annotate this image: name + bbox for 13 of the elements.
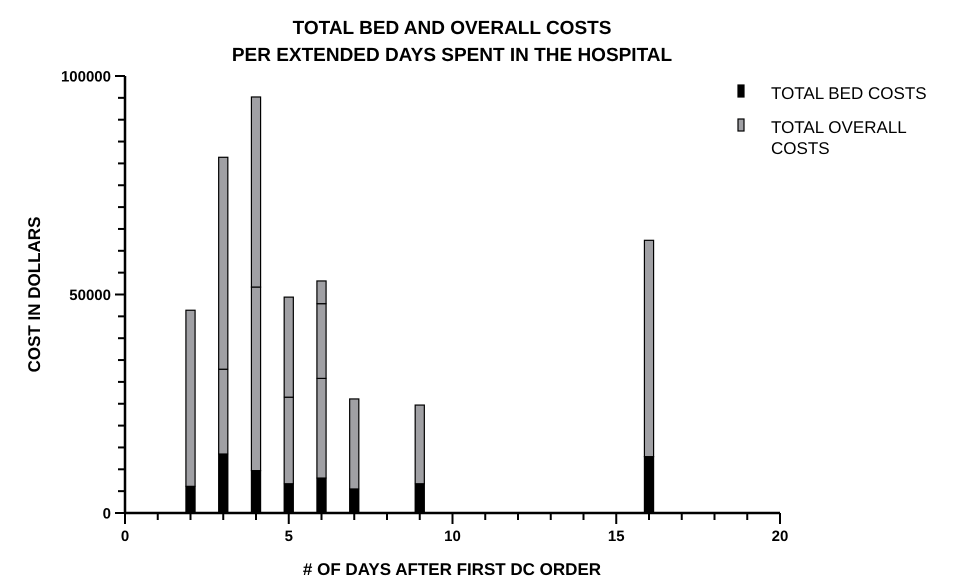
x-tick-label: 5 [284, 528, 293, 545]
y-tick-label: 0 [102, 505, 111, 522]
x-tick-label: 20 [772, 528, 788, 545]
chart-title: TOTAL BED AND OVERALL COSTS PER EXTENDED DAYS SPENT IN THE HOSPITAL [232, 18, 673, 66]
x-tick-label: 15 [608, 528, 625, 545]
legend-label: TOTAL BED COSTS [771, 84, 927, 103]
x-tick-label: 0 [120, 528, 130, 545]
y-axis-title: COST IN DOLLARS [25, 216, 44, 372]
y-tick-label: 100000 [60, 68, 111, 86]
x-axis-title: # OF DAYS AFTER FIRST DC ORDER [302, 560, 602, 579]
y-tick-label: 50000 [69, 286, 111, 304]
legend-label: TOTAL OVERALL COSTS [771, 118, 907, 158]
x-tick-label: 10 [444, 528, 461, 545]
